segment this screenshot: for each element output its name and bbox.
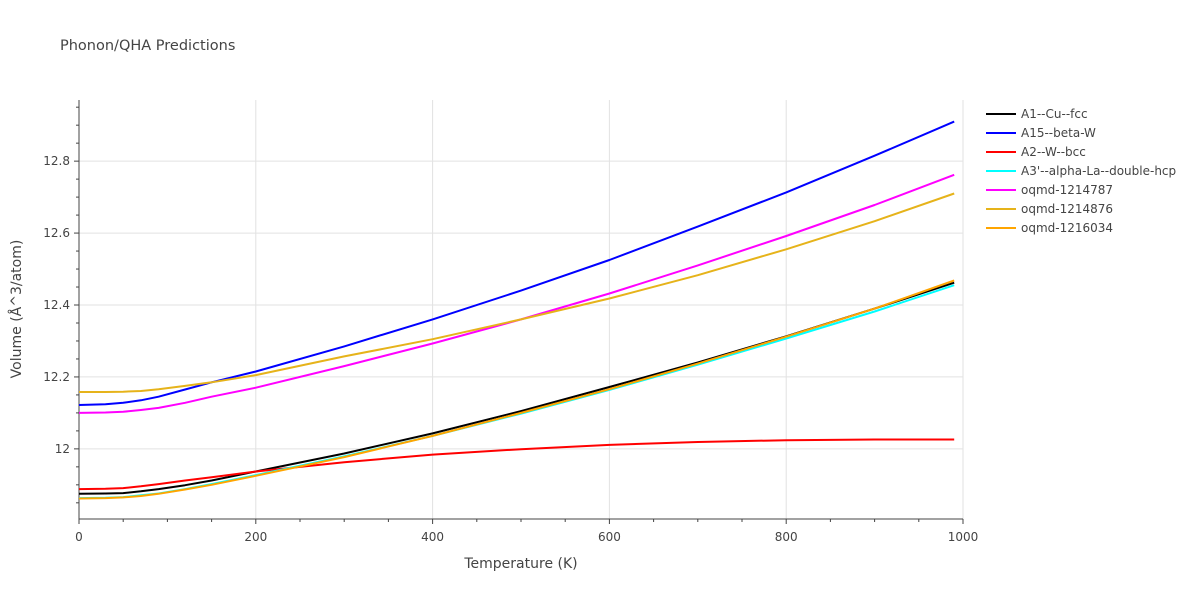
legend-label: oqmd-1216034 <box>1021 221 1113 235</box>
y-tick-label: 12.2 <box>43 370 70 384</box>
series-line <box>78 120 955 406</box>
y-tick-label: 12 <box>55 442 70 456</box>
legend-label: A1--Cu--fcc <box>1021 107 1088 121</box>
x-tick-label: 0 <box>75 530 83 544</box>
y-tick-label: 12.4 <box>43 298 70 312</box>
legend-item[interactable]: oqmd-1216034 <box>986 221 1113 235</box>
legend-label: A3'--alpha-La--double-hcp <box>1021 164 1176 178</box>
legend-label: oqmd-1214787 <box>1021 183 1113 197</box>
series-line <box>78 281 955 495</box>
legend-label: oqmd-1214876 <box>1021 202 1113 216</box>
legend-item[interactable]: oqmd-1214876 <box>986 202 1113 216</box>
legend-label: A2--W--bcc <box>1021 145 1086 159</box>
y-tick-label: 12.8 <box>43 154 70 168</box>
series-lines <box>78 120 955 500</box>
y-axis-title: Volume (Å^3/atom) <box>8 240 25 379</box>
axes <box>78 100 963 520</box>
legend-item[interactable]: A1--Cu--fcc <box>986 107 1088 121</box>
x-tick-label: 1000 <box>948 530 979 544</box>
legend-item[interactable]: oqmd-1214787 <box>986 183 1113 197</box>
x-axis-ticks: 0 200 400 600 800 1000 <box>75 519 978 544</box>
y-axis-ticks: 12 12.2 12.4 12.6 12.8 <box>43 106 79 504</box>
legend: A1--Cu--fcc A15--beta-W A2--W--bcc A3'--alp… <box>986 107 1176 235</box>
x-tick-label: 600 <box>598 530 621 544</box>
x-tick-label: 800 <box>775 530 798 544</box>
legend-label: A15--beta-W <box>1021 126 1096 140</box>
series-line <box>78 284 955 500</box>
legend-item[interactable]: A2--W--bcc <box>986 145 1086 159</box>
series-line <box>78 173 955 414</box>
y-tick-label: 12.6 <box>43 226 70 240</box>
grid <box>79 100 964 519</box>
series-line <box>78 279 955 500</box>
legend-item[interactable]: A15--beta-W <box>986 126 1096 140</box>
legend-item[interactable]: A3'--alpha-La--double-hcp <box>986 164 1176 178</box>
x-axis-title: Temperature (K) <box>463 556 577 572</box>
series-line <box>79 192 955 393</box>
x-tick-label: 400 <box>421 530 444 544</box>
chart-title: Phonon/QHA Predictions <box>60 38 235 54</box>
x-tick-label: 200 <box>244 530 267 544</box>
